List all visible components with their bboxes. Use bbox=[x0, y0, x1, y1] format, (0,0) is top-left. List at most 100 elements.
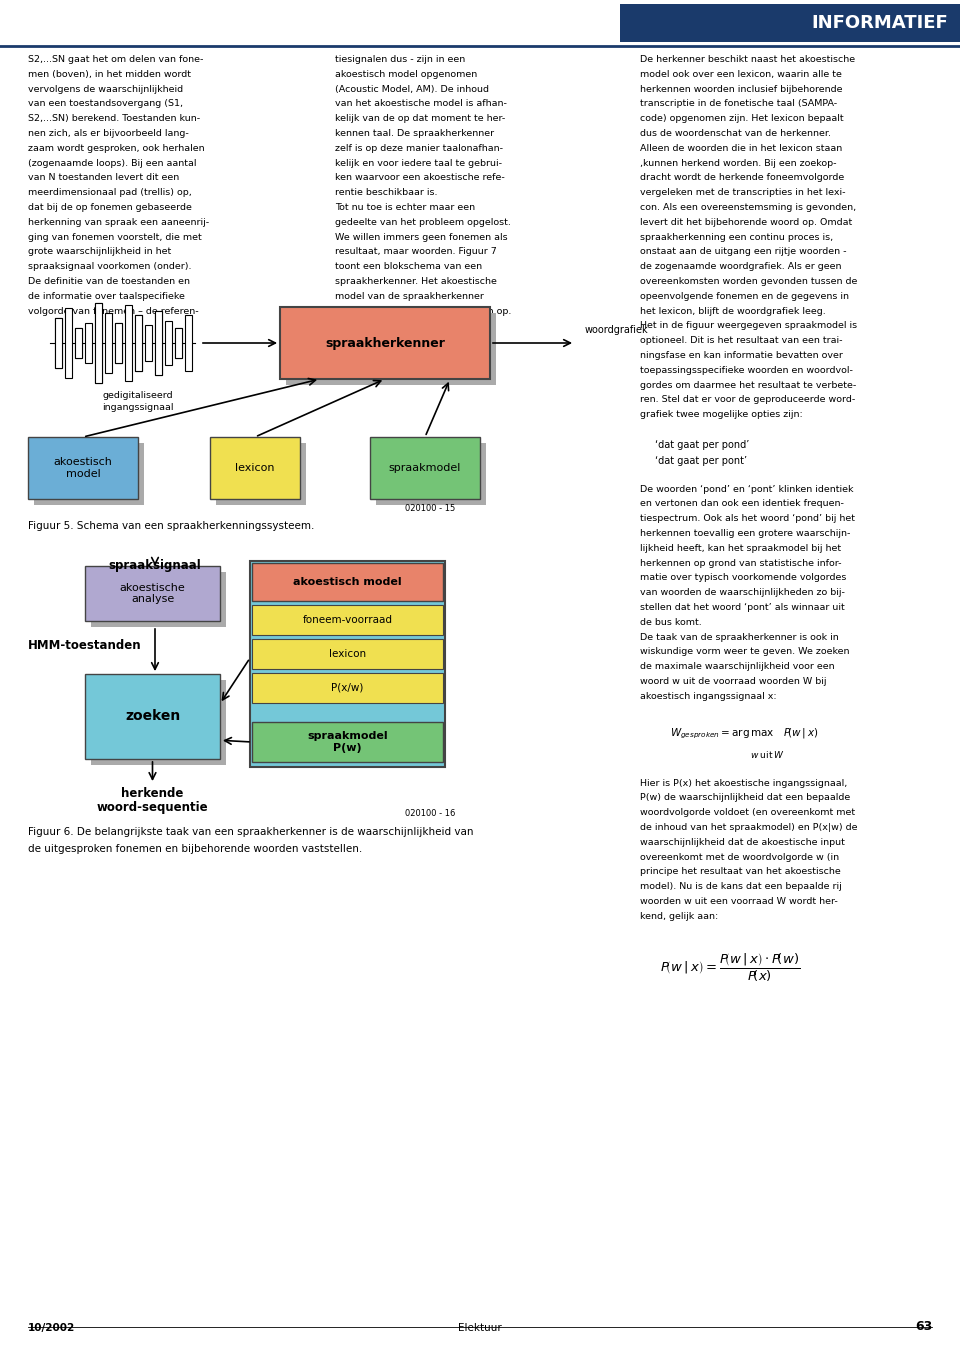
Bar bbox=[75, 328, 82, 343]
Text: De taak van de spraakherkenner is ook in: De taak van de spraakherkenner is ook in bbox=[640, 632, 839, 642]
Text: spraaksignaal voorkomen (onder).: spraaksignaal voorkomen (onder). bbox=[28, 262, 191, 272]
Text: Tot nu toe is echter maar een: Tot nu toe is echter maar een bbox=[335, 203, 475, 212]
Text: ‘dat gaat per pont’: ‘dat gaat per pont’ bbox=[655, 457, 747, 466]
Bar bbox=[115, 323, 122, 343]
Text: (zogenaamde loops). Bij een aantal: (zogenaamde loops). Bij een aantal bbox=[28, 158, 197, 168]
Text: INFORMATIEF: INFORMATIEF bbox=[811, 14, 948, 32]
Bar bbox=[175, 328, 182, 343]
Text: nen zich, als er bijvoorbeeld lang-: nen zich, als er bijvoorbeeld lang- bbox=[28, 128, 189, 138]
Bar bbox=[115, 343, 122, 363]
Bar bbox=[376, 443, 486, 505]
Text: De woorden ‘pond’ en ‘pont’ klinken identiek: De woorden ‘pond’ en ‘pont’ klinken iden… bbox=[640, 485, 853, 493]
Text: zoeken: zoeken bbox=[125, 709, 180, 724]
Text: vervolgens de waarschijnlijkheid: vervolgens de waarschijnlijkheid bbox=[28, 85, 183, 93]
Bar bbox=[91, 571, 226, 627]
Text: ken waarvoor een akoestische refe-: ken waarvoor een akoestische refe- bbox=[335, 173, 505, 182]
Text: levert een volgorde van fonemen op.: levert een volgorde van fonemen op. bbox=[335, 307, 512, 316]
Text: matie over typisch voorkomende volgordes: matie over typisch voorkomende volgordes bbox=[640, 573, 847, 582]
Text: $P\!\left(w\,|\,x\right) = \dfrac{P\!\left(w\,|\,x\right)\cdot P\!\left(w\right): $P\!\left(w\,|\,x\right) = \dfrac{P\!\le… bbox=[660, 951, 801, 984]
Text: $w\;\mathrm{uit}\;W$: $w\;\mathrm{uit}\;W$ bbox=[750, 748, 785, 759]
Bar bbox=[95, 303, 102, 343]
Bar bbox=[286, 313, 496, 385]
Text: lexicon: lexicon bbox=[329, 648, 366, 659]
Text: Het in de figuur weergegeven spraakmodel is: Het in de figuur weergegeven spraakmodel… bbox=[640, 322, 857, 331]
Text: 020100 - 15: 020100 - 15 bbox=[405, 504, 455, 513]
Text: toont een blokschema van een: toont een blokschema van een bbox=[335, 262, 482, 272]
Text: het lexicon, blijft de woordgrafiek leeg.: het lexicon, blijft de woordgrafiek leeg… bbox=[640, 307, 826, 316]
Text: Figuur 5. Schema van een spraakherkenningssysteem.: Figuur 5. Schema van een spraakherkennin… bbox=[28, 521, 314, 531]
Text: ,kunnen herkend worden. Bij een zoekop-: ,kunnen herkend worden. Bij een zoekop- bbox=[640, 158, 836, 168]
Text: rentie beschikbaar is.: rentie beschikbaar is. bbox=[335, 188, 438, 197]
Text: De definitie van de toestanden en: De definitie van de toestanden en bbox=[28, 277, 190, 286]
Text: levert dit het bijbehorende woord op. Omdat: levert dit het bijbehorende woord op. Om… bbox=[640, 218, 852, 227]
Text: overeenkomsten worden gevonden tussen de: overeenkomsten worden gevonden tussen de bbox=[640, 277, 857, 286]
Bar bbox=[55, 317, 62, 343]
Text: Alleen de woorden die in het lexicon staan: Alleen de woorden die in het lexicon sta… bbox=[640, 143, 842, 153]
Text: zaam wordt gesproken, ook herhalen: zaam wordt gesproken, ook herhalen bbox=[28, 143, 204, 153]
Text: woord-sequentie: woord-sequentie bbox=[97, 801, 208, 815]
Text: kend, gelijk aan:: kend, gelijk aan: bbox=[640, 912, 718, 921]
Text: model van de spraakherkenner: model van de spraakherkenner bbox=[335, 292, 484, 301]
Text: van woorden de waarschijnlijkheden zo bij-: van woorden de waarschijnlijkheden zo bi… bbox=[640, 588, 845, 597]
Bar bbox=[155, 343, 162, 376]
Text: meerdimensionaal pad (trellis) op,: meerdimensionaal pad (trellis) op, bbox=[28, 188, 192, 197]
Text: van een toestandsovergang (S1,: van een toestandsovergang (S1, bbox=[28, 100, 183, 108]
Text: akoestisch model opgenomen: akoestisch model opgenomen bbox=[335, 70, 477, 78]
Bar bbox=[155, 311, 162, 376]
Text: akoestisch ingangssignaal x:: akoestisch ingangssignaal x: bbox=[640, 692, 777, 701]
Text: spraaksignaal: spraaksignaal bbox=[108, 559, 202, 571]
Text: van N toestanden levert dit een: van N toestanden levert dit een bbox=[28, 173, 180, 182]
Text: ingangssignaal: ingangssignaal bbox=[103, 403, 174, 412]
Text: Elektuur: Elektuur bbox=[458, 1323, 502, 1333]
Text: onstaat aan de uitgang een rijtje woorden -: onstaat aan de uitgang een rijtje woorde… bbox=[640, 247, 847, 257]
Bar bbox=[155, 311, 162, 343]
Bar bbox=[85, 674, 220, 759]
Bar bbox=[135, 343, 142, 372]
Text: herkenning van spraak een aaneenrij-: herkenning van spraak een aaneenrij- bbox=[28, 218, 209, 227]
Text: men (boven), in het midden wordt: men (boven), in het midden wordt bbox=[28, 70, 191, 78]
Text: 10/2002: 10/2002 bbox=[28, 1323, 75, 1333]
Text: spraakmodel
P(w): spraakmodel P(w) bbox=[307, 731, 388, 753]
Text: wiskundige vorm weer te geven. We zoeken: wiskundige vorm weer te geven. We zoeken bbox=[640, 647, 850, 657]
Text: tiesignalen dus - zijn in een: tiesignalen dus - zijn in een bbox=[335, 55, 466, 63]
Bar bbox=[620, 4, 960, 42]
Text: stellen dat het woord ‘pont’ als winnaar uit: stellen dat het woord ‘pont’ als winnaar… bbox=[640, 603, 845, 612]
Text: waarschijnlijkheid dat de akoestische input: waarschijnlijkheid dat de akoestische in… bbox=[640, 838, 845, 847]
Text: HMM-toestanden: HMM-toestanden bbox=[28, 639, 142, 653]
Bar bbox=[55, 343, 62, 367]
Text: overeenkomt met de woordvolgorde w (in: overeenkomt met de woordvolgorde w (in bbox=[640, 852, 839, 862]
Text: Figuur 6. De belangrijkste taak van een spraakherkenner is de waarschijnlijkheid: Figuur 6. De belangrijkste taak van een … bbox=[28, 827, 473, 838]
Text: ren. Stel dat er voor de geproduceerde word-: ren. Stel dat er voor de geproduceerde w… bbox=[640, 396, 855, 404]
Bar bbox=[216, 443, 306, 505]
Text: grote waarschijnlijkheid in het: grote waarschijnlijkheid in het bbox=[28, 247, 171, 257]
Bar bbox=[145, 326, 152, 361]
Text: model ook over een lexicon, waarin alle te: model ook over een lexicon, waarin alle … bbox=[640, 70, 842, 78]
Text: principe het resultaat van het akoestische: principe het resultaat van het akoestisc… bbox=[640, 867, 841, 877]
Bar bbox=[75, 328, 82, 358]
Text: dracht wordt de herkende foneemvolgorde: dracht wordt de herkende foneemvolgorde bbox=[640, 173, 844, 182]
Text: herkennen op grond van statistische infor-: herkennen op grond van statistische info… bbox=[640, 558, 842, 567]
Bar bbox=[65, 308, 72, 378]
Text: herkennen toevallig een grotere waarschijn-: herkennen toevallig een grotere waarschi… bbox=[640, 530, 851, 538]
Bar bbox=[55, 317, 62, 367]
Bar bbox=[210, 436, 300, 499]
Text: de maximale waarschijnlijkheid voor een: de maximale waarschijnlijkheid voor een bbox=[640, 662, 834, 671]
Text: lijkheid heeft, kan het spraakmodel bij het: lijkheid heeft, kan het spraakmodel bij … bbox=[640, 543, 841, 553]
Text: de uitgesproken fonemen en bijbehorende woorden vaststellen.: de uitgesproken fonemen en bijbehorende … bbox=[28, 844, 362, 854]
Text: dus de woordenschat van de herkenner.: dus de woordenschat van de herkenner. bbox=[640, 128, 831, 138]
Text: kelijk van de op dat moment te her-: kelijk van de op dat moment te her- bbox=[335, 115, 505, 123]
Text: herkende: herkende bbox=[121, 788, 183, 800]
Bar bbox=[252, 563, 443, 601]
Text: vergeleken met de transcripties in het lexi-: vergeleken met de transcripties in het l… bbox=[640, 188, 846, 197]
Text: opeenvolgende fonemen en de gegevens in: opeenvolgende fonemen en de gegevens in bbox=[640, 292, 849, 301]
Bar bbox=[125, 305, 132, 381]
Text: de inhoud van het spraakmodel) en P(x|w) de: de inhoud van het spraakmodel) en P(x|w)… bbox=[640, 823, 857, 832]
Text: woordvolgorde voldoet (en overeenkomt met: woordvolgorde voldoet (en overeenkomt me… bbox=[640, 808, 855, 817]
Text: ningsfase en kan informatie bevatten over: ningsfase en kan informatie bevatten ove… bbox=[640, 351, 843, 359]
Text: volgorde van fonemen – de referen-: volgorde van fonemen – de referen- bbox=[28, 307, 199, 316]
Bar bbox=[95, 343, 102, 382]
Text: spraakherkenning een continu proces is,: spraakherkenning een continu proces is, bbox=[640, 232, 833, 242]
Bar bbox=[28, 436, 138, 499]
Bar bbox=[135, 315, 142, 372]
Text: con. Als een overeenstemsming is gevonden,: con. Als een overeenstemsming is gevonde… bbox=[640, 203, 856, 212]
